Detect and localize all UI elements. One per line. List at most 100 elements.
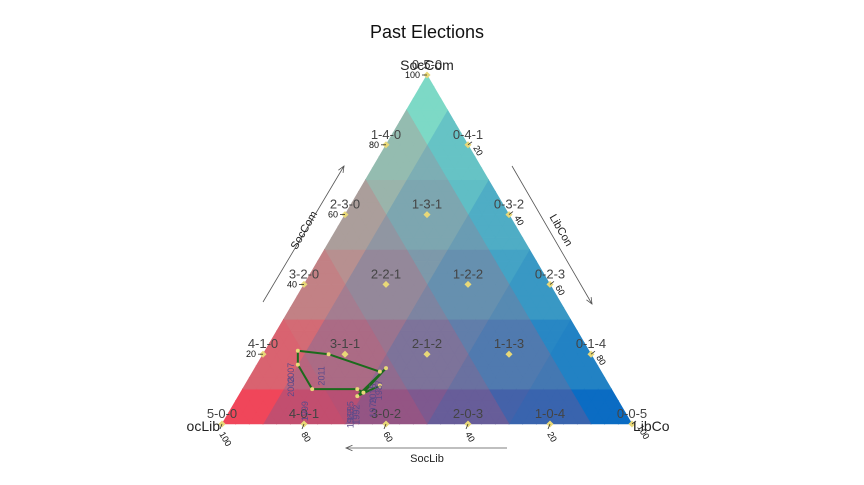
libcon-axis-title: LibCon — [547, 212, 575, 248]
region-cell — [235, 388, 250, 402]
soccom-axis-arrow — [262, 165, 345, 303]
election-point — [361, 390, 366, 395]
soclib-tick-label: 40 — [463, 430, 477, 444]
outcome-label: 3-0-2 — [371, 406, 401, 421]
election-year-label: 1999 — [300, 401, 310, 421]
outcome-label: 2-1-2 — [412, 336, 442, 351]
soclib-tick — [465, 423, 469, 430]
region-cell — [419, 74, 435, 87]
libcon-tick — [631, 420, 637, 425]
region-cell — [412, 86, 428, 99]
region-cell — [371, 155, 387, 169]
election-point — [384, 366, 388, 371]
soclib-tick-label: 60 — [381, 430, 395, 444]
region-cell — [310, 260, 326, 274]
election-point — [326, 352, 331, 357]
outcome-label: 3-1-1 — [330, 336, 360, 351]
soccom-tick-label: 20 — [246, 349, 256, 359]
region-cell — [303, 272, 319, 285]
election-point — [355, 387, 360, 392]
election-year-label: 2015 — [368, 384, 378, 404]
election-year-label: 1983 — [345, 408, 355, 428]
election-point — [377, 369, 382, 374]
libcon-tick-label: 40 — [512, 214, 526, 228]
chart-title: Past Elections — [370, 22, 484, 42]
soclib-tick-label: 20 — [545, 430, 559, 444]
outcome-points — [218, 71, 636, 428]
election-year-label: 1992 — [351, 405, 361, 425]
region-cell — [323, 237, 339, 250]
outcome-label: 3-2-0 — [289, 266, 319, 281]
outcome-label: 0-1-4 — [576, 336, 606, 351]
outcome-label: 0-2-3 — [535, 266, 565, 281]
vertex-label-libcon: LibCo — [633, 418, 670, 434]
soccom-tick-label: 40 — [287, 279, 297, 289]
soccom-tick-label: 100 — [405, 70, 420, 80]
outcome-label: 0-4-1 — [453, 127, 483, 142]
soclib-axis-title: SocLib — [410, 453, 444, 465]
election-point — [295, 362, 300, 367]
soclib-tick-label: 80 — [299, 430, 313, 444]
soclib-axis-arrow-head — [344, 444, 353, 452]
libcon-tick — [508, 211, 514, 215]
region-cell — [337, 214, 353, 227]
libcon-tick-label: 60 — [553, 283, 567, 297]
outcome-label: 1-3-1 — [412, 197, 442, 212]
region-cell — [385, 132, 401, 146]
election-point — [377, 383, 382, 388]
outcome-label: 2-3-0 — [330, 197, 360, 212]
outcome-regions — [221, 74, 633, 425]
region-cell — [405, 97, 421, 111]
region-cell — [317, 248, 332, 262]
outcome-point — [464, 280, 472, 288]
libcon-axis-arrow-head — [586, 297, 593, 305]
region-cell — [228, 400, 244, 413]
outcome-point — [341, 350, 349, 358]
region-cell — [344, 202, 360, 215]
soccom-tick-label: 60 — [328, 210, 338, 220]
outcome-label: 0-5-0 — [412, 57, 442, 72]
outcome-label: 0-0-5 — [617, 406, 647, 421]
vertex-label-soccom: SocCom — [400, 57, 454, 73]
election-year-label: 2003 — [286, 377, 296, 397]
soclib-tick — [383, 423, 387, 430]
soccom-axis-title: SocCom — [289, 209, 320, 252]
region-cell — [248, 365, 264, 378]
region-cell — [330, 225, 346, 239]
region-cell — [221, 411, 237, 425]
region-cell — [241, 376, 257, 390]
region-cell — [262, 341, 278, 355]
libcon-tick — [467, 141, 473, 146]
libcon-tick-label: 20 — [471, 144, 485, 158]
soccom-tick-label: 80 — [369, 140, 379, 150]
soclib-tick — [301, 423, 305, 430]
outcome-point — [423, 350, 431, 358]
outcome-label: 1-1-3 — [494, 336, 524, 351]
region-cell — [269, 330, 285, 343]
outcome-label: 5-0-0 — [207, 406, 237, 421]
election-year-label: 2007 — [286, 363, 296, 383]
election-year-label: 1979 — [368, 398, 378, 418]
outcome-point — [382, 280, 390, 288]
election-point — [355, 394, 360, 399]
outcome-label: 2-0-3 — [453, 406, 483, 421]
region-cell — [392, 120, 408, 134]
outcome-label: 4-0-1 — [289, 406, 319, 421]
outcome-label: 1-0-4 — [535, 406, 565, 421]
libcon-axis-arrow — [511, 165, 593, 305]
region-cell — [399, 109, 414, 122]
region-cell — [276, 318, 291, 332]
outcome-point — [423, 211, 431, 219]
region-cell — [351, 190, 367, 204]
region-cell — [255, 353, 271, 367]
libcon-tick — [549, 281, 555, 285]
libcon-tick-label: 80 — [594, 353, 608, 367]
outcome-label: 4-1-0 — [248, 336, 278, 351]
election-year-label: 1987 — [374, 380, 384, 400]
region-cell — [282, 307, 298, 320]
outcome-label: 0-3-2 — [494, 197, 524, 212]
outcome-label: 1-4-0 — [371, 127, 401, 142]
trajectory-line — [296, 349, 387, 398]
